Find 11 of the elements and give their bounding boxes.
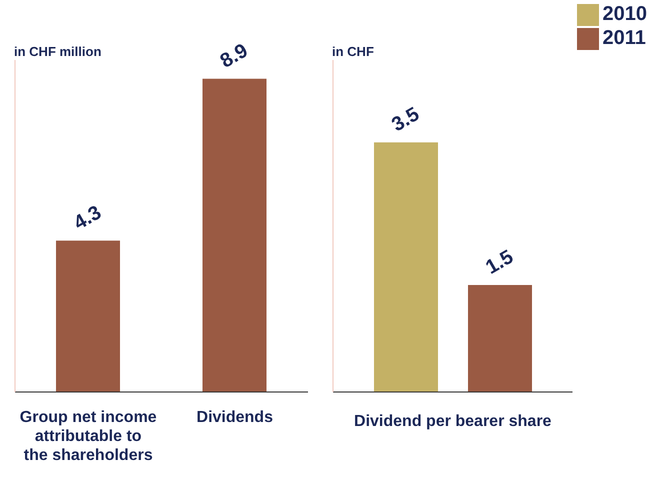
data-label: 4.3 — [70, 202, 106, 235]
legend-label: 2010 — [602, 3, 647, 25]
data-label: 1.5 — [482, 246, 518, 279]
data-label: 3.5 — [388, 103, 424, 136]
x-tick-label: Dividends — [196, 409, 274, 426]
legend-label: 2011 — [602, 27, 646, 49]
data-label: 8.9 — [216, 40, 252, 73]
x-axis-title: Dividend per bearer share — [354, 413, 552, 430]
x-tick-label: Group net income attributable to the shareholders — [20, 409, 157, 464]
y-axis-title: in CHF million — [14, 44, 102, 59]
y-axis-title: in CHF — [332, 44, 374, 59]
